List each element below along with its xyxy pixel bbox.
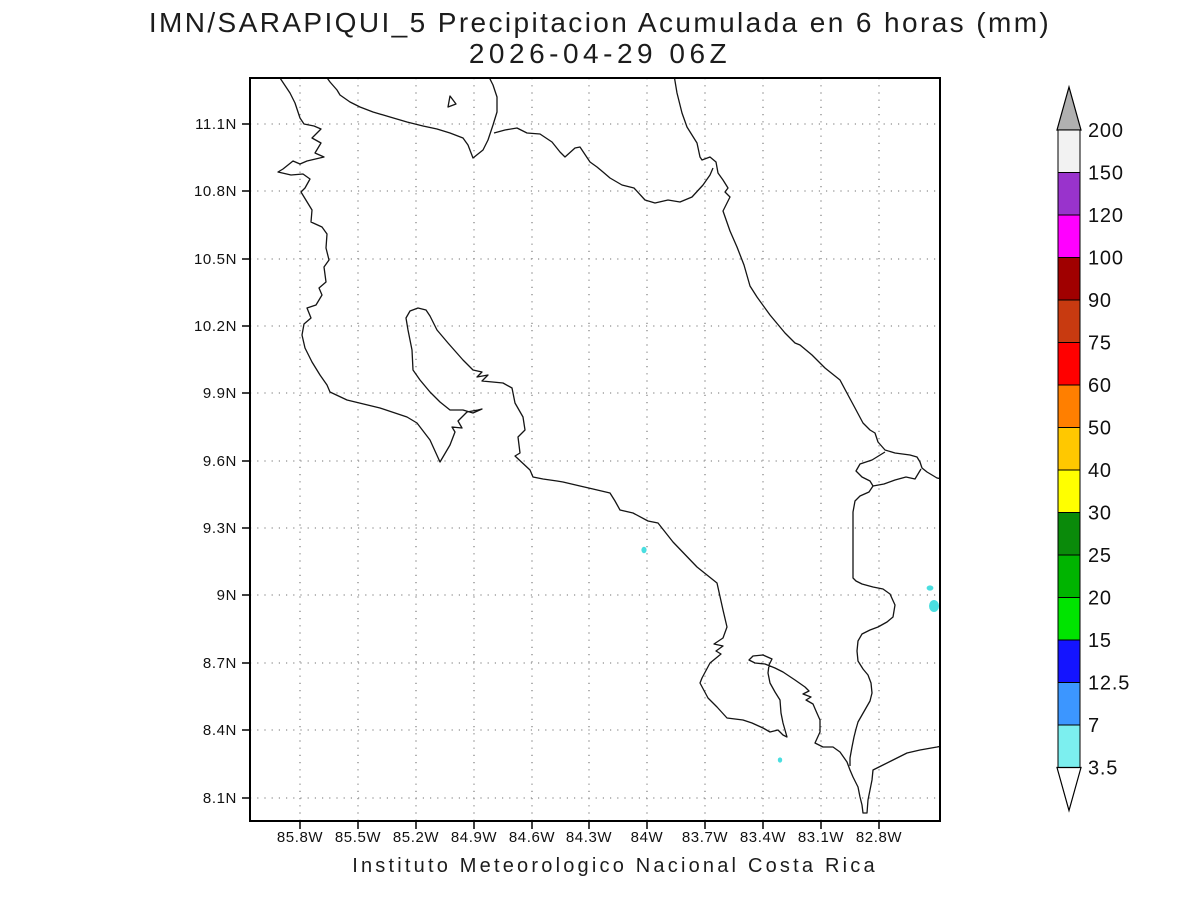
figure-title: IMN/SARAPIQUI_5 Precipitacion Acumulada … (0, 7, 1200, 69)
lat-tick-label: 9.6N (203, 453, 237, 470)
grid-lines (250, 78, 940, 821)
lat-tick-label: 10.5N (194, 251, 237, 268)
coastlines (277, 78, 940, 814)
lon-tick-label: 85.2W (393, 829, 440, 846)
precip-cell (929, 600, 939, 612)
colorbar-band (1057, 724, 1081, 768)
colorbar-band (1057, 512, 1081, 556)
colorbar-level-label: 75 (1088, 333, 1112, 355)
colorbar-level-label: 7 (1088, 715, 1100, 737)
colorbar-band (1057, 554, 1081, 598)
lon-tick-label: 84.6W (509, 829, 556, 846)
panama-border (849, 485, 896, 766)
precip-cells (641, 546, 939, 763)
title-line-1: IMN/SARAPIQUI_5 Precipitacion Acumulada … (148, 7, 1052, 38)
colorbar-level-label: 150 (1088, 163, 1124, 185)
colorbar-level-label: 3.5 (1088, 758, 1118, 780)
precip-cell (777, 757, 783, 763)
colorbar: 200 150 120 100 90 75 60 50 40 30 25 20 15 12.5 7 3.5 (1056, 84, 1130, 813)
colorbar-level-label: 50 (1088, 418, 1112, 440)
lake-island (447, 95, 457, 108)
colorbar-band (1057, 214, 1081, 258)
lon-tick-label: 85.5W (335, 829, 382, 846)
colorbar-band (1057, 257, 1081, 301)
colorbar-band (1057, 597, 1081, 641)
lat-tick-label: 9.3N (203, 520, 237, 537)
pacific-coastline (277, 78, 940, 814)
colorbar-band (1057, 129, 1081, 173)
lon-tick-label: 85.8W (277, 829, 324, 846)
lat-tick-label: 10.2N (194, 318, 237, 335)
precip-cell (641, 546, 647, 554)
lat-tick-label: 8.7N (203, 655, 237, 672)
lat-tick-label: 9N (217, 587, 237, 604)
colorbar-under-arrow (1056, 766, 1082, 813)
nicaragua-border (493, 127, 714, 204)
lon-tick-label: 84W (631, 829, 664, 846)
title-line-2: 2026-04-29 06Z (468, 38, 732, 69)
lon-tick-label: 83.1W (798, 829, 845, 846)
precip-cell (926, 585, 934, 591)
colorbar-level-label: 12.5 (1088, 673, 1130, 695)
figure-caption: Instituto Meteorologico Nacional Costa R… (352, 855, 878, 877)
map-frame (249, 77, 941, 822)
colorbar-band (1057, 299, 1081, 343)
lon-tick-label: 83.4W (740, 829, 787, 846)
lat-tick-label: 11.1N (195, 116, 237, 133)
lat-tick-label: 8.1N (203, 790, 237, 807)
lon-tick-label: 82.8W (856, 829, 903, 846)
lon-tick-label: 83.7W (682, 829, 729, 846)
colorbar-band (1057, 342, 1081, 386)
colorbar-level-label: 90 (1088, 290, 1112, 312)
colorbar-band (1057, 639, 1081, 683)
lat-tick-label: 8.4N (203, 722, 237, 739)
colorbar-over-arrow (1056, 84, 1082, 131)
colorbar-band (1057, 427, 1081, 471)
colorbar-band (1057, 172, 1081, 216)
colorbar-band (1057, 682, 1081, 726)
colorbar-level-label: 120 (1088, 205, 1124, 227)
axis-labels: 11.1N 10.8N 10.5N 10.2N 9.9N 9.6N 9.3N 9N 8.7N 8.… (194, 116, 902, 846)
axis-ticks (242, 123, 880, 829)
caribbean-coastline (673, 78, 940, 480)
colorbar-level-label: 60 (1088, 375, 1112, 397)
colorbar-level-label: 200 (1088, 120, 1124, 142)
colorbar-level-label: 100 (1088, 248, 1124, 270)
sixaola-lagoon (855, 451, 922, 487)
colorbar-level-label: 25 (1088, 545, 1112, 567)
lat-tick-label: 9.9N (203, 385, 237, 402)
colorbar-band (1057, 384, 1081, 428)
colorbar-level-label: 20 (1088, 588, 1112, 610)
colorbar-level-label: 15 (1088, 630, 1112, 652)
lon-tick-label: 84.9W (451, 829, 498, 846)
lon-tick-label: 84.3W (566, 829, 613, 846)
lat-tick-label: 10.8N (194, 183, 237, 200)
colorbar-level-label: 40 (1088, 460, 1112, 482)
lake-nicaragua-shore (326, 78, 498, 159)
colorbar-band (1057, 469, 1081, 513)
colorbar-level-label: 30 (1088, 503, 1112, 525)
